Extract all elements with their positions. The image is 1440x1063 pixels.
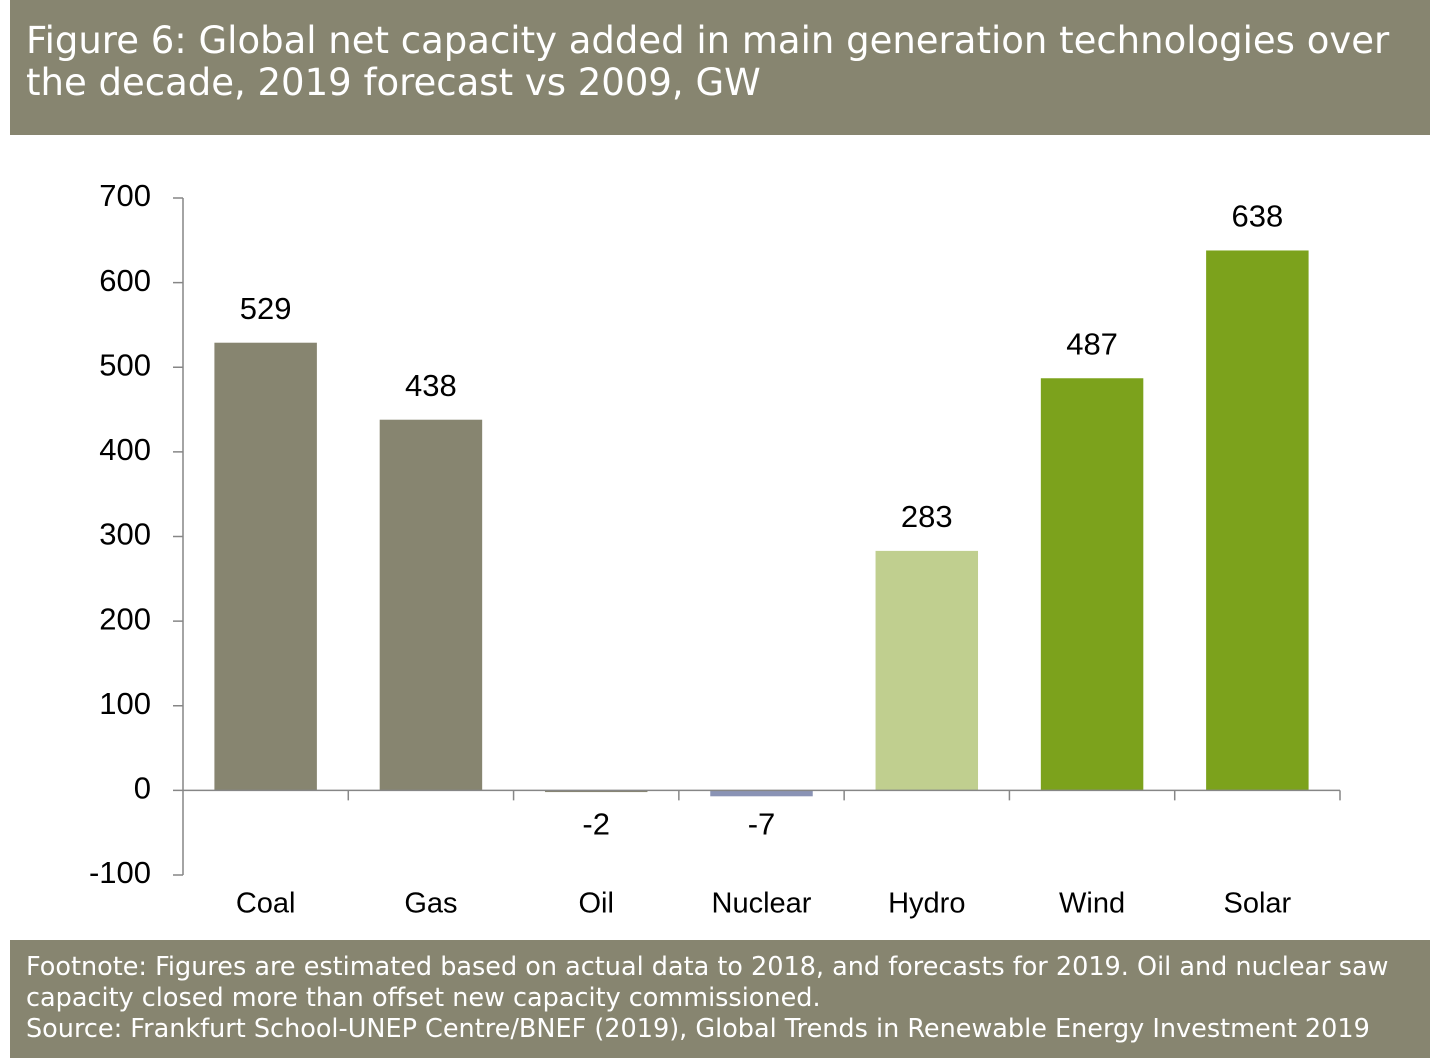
bar: [710, 790, 813, 797]
x-tick-label: Wind: [1059, 888, 1125, 920]
chart-title: Figure 6: Global net capacity added in m…: [26, 19, 1390, 104]
bar: [214, 342, 317, 791]
footnote: Footnote: Figures are estimated based on…: [26, 952, 1389, 1013]
source: Source: Frankfurt School-UNEP Centre/BNE…: [26, 1014, 1370, 1044]
y-tick-label: 0: [134, 771, 151, 806]
x-tick-label: Hydro: [888, 888, 965, 920]
value-label: -7: [748, 807, 776, 842]
bar: [544, 790, 648, 793]
y-tick-label: 500: [99, 347, 151, 382]
x-tick-label: Gas: [404, 888, 457, 920]
header: Figure 6: Global net capacity added in m…: [10, 0, 1430, 135]
x-tick-label: Nuclear: [712, 888, 812, 920]
value-label: 487: [1066, 326, 1118, 361]
y-tick-label: 700: [99, 178, 151, 213]
value-label: 638: [1231, 199, 1283, 234]
y-tick-label: 100: [99, 686, 151, 721]
y-tick-label: -100: [89, 855, 151, 890]
value-label: 529: [240, 291, 292, 326]
y-tick-label: 300: [99, 517, 151, 552]
footer: Footnote: Figures are estimated based on…: [10, 940, 1430, 1058]
value-label: 283: [901, 499, 953, 534]
y-tick-label: 600: [99, 263, 151, 298]
value-label: 438: [405, 368, 457, 403]
x-tick-label: Oil: [578, 888, 613, 920]
bar: [1040, 378, 1144, 791]
bar: [875, 550, 979, 791]
value-label: -2: [582, 807, 610, 842]
bar: [379, 419, 483, 791]
x-tick-label: Coal: [236, 888, 296, 920]
chart: -100 0 100 200 300 400 500 600 700 Coal 529 Gas 438 O…: [89, 178, 1341, 920]
y-tick-label: 400: [99, 432, 151, 467]
bar: [1206, 250, 1309, 791]
x-tick-label: Solar: [1224, 888, 1292, 920]
y-tick-label: 200: [99, 601, 151, 636]
